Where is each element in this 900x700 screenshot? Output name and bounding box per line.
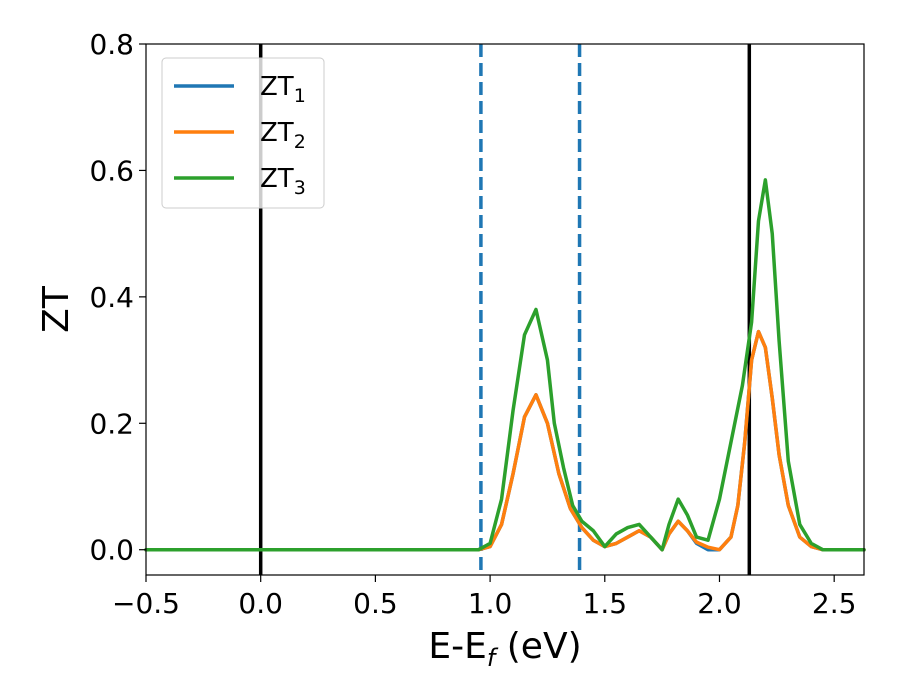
legend-label-0: ZT1	[260, 72, 306, 107]
x-axis: −0.5 0.0 0.5 1.0 1.5 2.0 2.5	[112, 575, 856, 620]
x-axis-label: E-Ef (eV)	[428, 626, 581, 672]
reference-lines	[258, 44, 752, 575]
series-line-zt2	[144, 329, 866, 552]
series-layer	[144, 178, 866, 552]
y-tick-label: 0.4	[89, 281, 134, 314]
x-axis-label-main: E-E	[428, 626, 486, 667]
legend-box	[161, 57, 325, 209]
y-tick-label: 0.2	[89, 407, 134, 440]
y-axis: 0.0 0.2 0.4 0.6 0.8	[89, 28, 146, 567]
x-tick-label: 1.5	[583, 587, 628, 620]
legend-label-1: ZT2	[260, 118, 306, 153]
legend: ZT1 ZT2 ZT3	[161, 57, 325, 209]
y-axis-label: ZT	[36, 285, 77, 333]
y-tick-label: 0.8	[89, 28, 134, 61]
x-tick-label: 2.5	[812, 587, 857, 620]
x-tick-label: 2.0	[697, 587, 742, 620]
x-tick-label: −0.5	[112, 587, 180, 620]
y-tick-label: 0.6	[89, 154, 134, 187]
x-tick-label: 0.5	[353, 587, 398, 620]
y-tick-label: 0.0	[89, 534, 134, 567]
series-line-zt3	[144, 178, 866, 552]
x-tick-label: 0.0	[238, 587, 283, 620]
x-tick-label: 1.0	[468, 587, 513, 620]
legend-label-2: ZT3	[260, 164, 306, 199]
plot-frame	[145, 43, 865, 576]
x-axis-label-unit: (eV)	[495, 626, 581, 667]
